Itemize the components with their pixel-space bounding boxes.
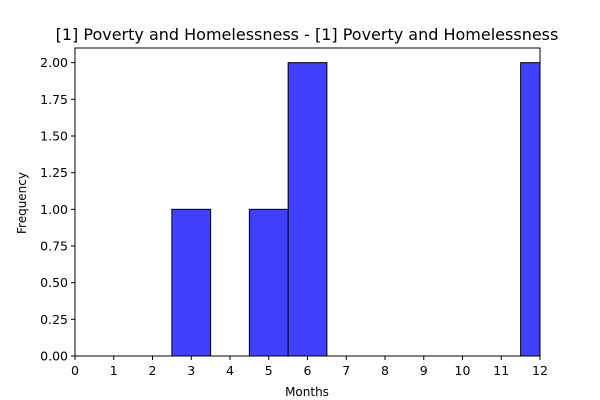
x-tick-label: 10 xyxy=(455,363,471,378)
y-tick-label: 1.00 xyxy=(40,202,68,217)
x-tick-label: 5 xyxy=(265,363,273,378)
x-tick-label: 2 xyxy=(149,363,157,378)
y-tick-label: 1.75 xyxy=(40,92,68,107)
histogram-bar-0 xyxy=(171,208,212,356)
x-tick-label: 7 xyxy=(342,363,350,378)
plot-frame xyxy=(74,47,541,357)
x-ticks-group: 0 1 2 3 4 5 6 7 8 9 10 11 12 xyxy=(71,356,548,378)
y-tick-label: 0.25 xyxy=(40,312,68,327)
y-ticks-group: 0.00 0.25 0.50 0.75 1.00 1.25 1.50 1.75 2.00 xyxy=(40,55,75,364)
x-tick-label: 8 xyxy=(381,363,389,378)
y-tick-label: 0.00 xyxy=(40,349,68,364)
y-tick-label: 0.50 xyxy=(40,275,68,290)
x-tick-label: 11 xyxy=(493,363,509,378)
histogram-bar-1 xyxy=(248,208,289,356)
x-tick-label: 4 xyxy=(226,363,234,378)
y-tick-label: 0.75 xyxy=(40,239,68,254)
x-tick-label: 3 xyxy=(187,363,195,378)
x-tick-label: 9 xyxy=(420,363,428,378)
bars-group xyxy=(171,62,540,356)
histogram-bar-2 xyxy=(287,62,328,356)
x-tick-label: 1 xyxy=(110,363,118,378)
y-tick-label: 1.25 xyxy=(40,165,68,180)
x-tick-label: 0 xyxy=(71,363,79,378)
histogram-bar-3 xyxy=(520,62,540,356)
y-axis-label: Frequency xyxy=(15,172,29,234)
x-tick-label: 6 xyxy=(304,363,312,378)
y-tick-label: 2.00 xyxy=(40,55,68,70)
y-tick-label: 1.50 xyxy=(40,129,68,144)
chart-title: [1] Poverty and Homelessness - [1] Pover… xyxy=(56,25,559,44)
x-axis-label: Months xyxy=(285,385,329,399)
x-tick-label: 12 xyxy=(532,363,548,378)
